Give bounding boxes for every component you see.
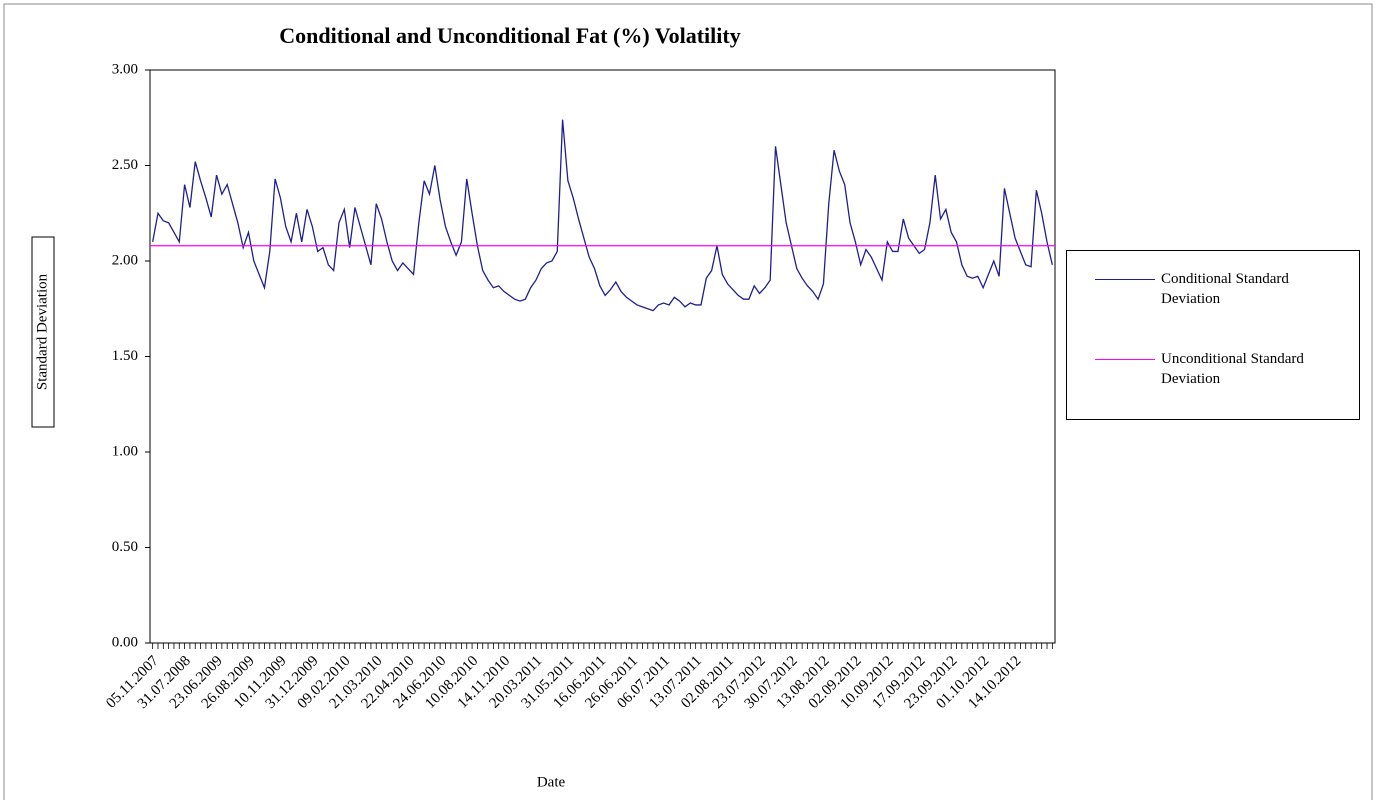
y-axis-label: Standard Deviation [34, 273, 50, 390]
y-tick-label: 1.00 [112, 443, 138, 459]
y-tick-label: 2.00 [112, 252, 138, 268]
y-tick-label: 3.00 [112, 61, 138, 77]
legend-swatch [1095, 359, 1155, 360]
series-line [152, 119, 1053, 312]
chart-frame [3, 3, 1373, 800]
y-tick-label: 0.50 [112, 539, 138, 555]
y-tick-label: 0.00 [112, 634, 138, 650]
y-tick-label: 2.50 [112, 157, 138, 173]
legend-entry: Conditional Standard Deviation [1095, 269, 1345, 309]
y-tick-label: 1.50 [112, 348, 138, 364]
x-axis-label: Date [537, 774, 566, 790]
chart-title: Conditional and Unconditional Fat (%) Vo… [279, 23, 740, 48]
legend-entry: Unconditional Standard Deviation [1095, 349, 1345, 389]
legend-swatch [1095, 279, 1155, 280]
plot-area [149, 69, 1056, 644]
legend-label: Unconditional Standard Deviation [1161, 351, 1304, 387]
legend-label: Conditional Standard Deviation [1161, 271, 1289, 307]
y-label-box [31, 236, 55, 428]
legend: Conditional Standard Deviation Unconditio… [1066, 250, 1360, 420]
